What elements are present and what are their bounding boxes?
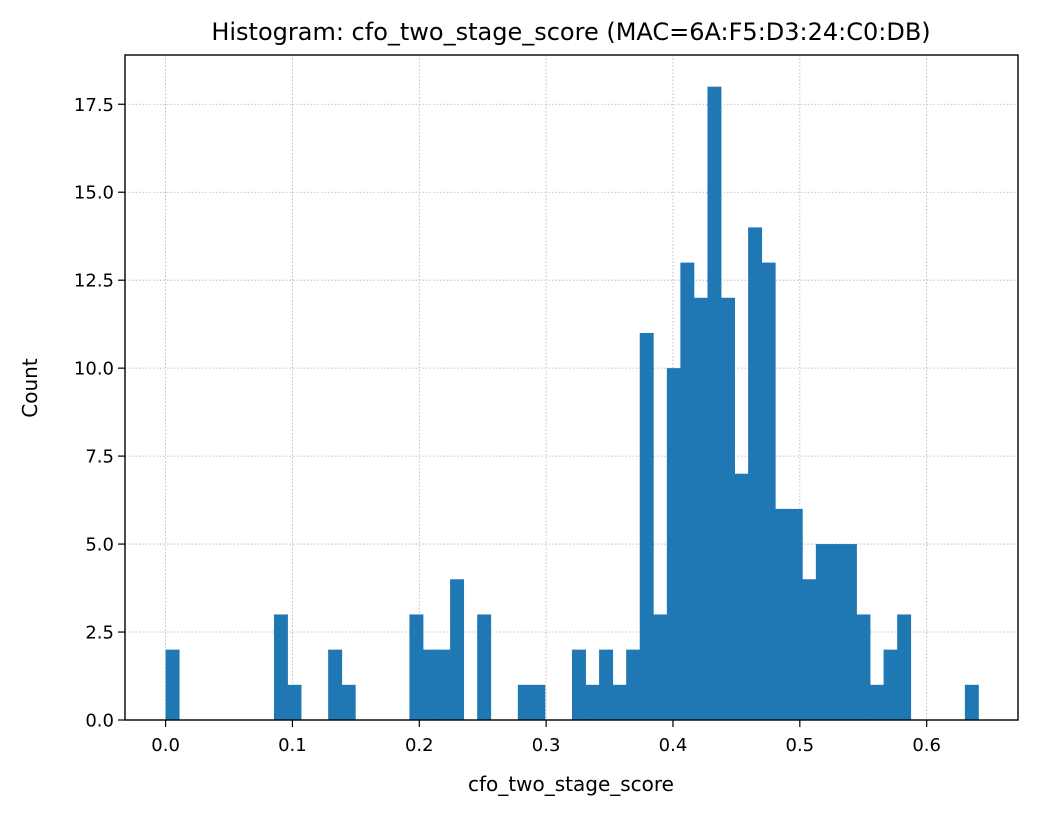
histogram-bar <box>409 614 424 720</box>
x-axis-label: cfo_two_stage_score <box>468 772 674 796</box>
histogram-bar <box>693 297 708 720</box>
y-axis-ticks: 0.0 2.5 5.0 7.5 10.0 12.5 15.0 17.5 <box>74 95 125 732</box>
histogram-bar <box>842 544 857 720</box>
histogram-bar <box>829 544 844 720</box>
histogram-bar <box>450 579 465 720</box>
y-tick-label: 15.0 <box>74 183 114 204</box>
histogram-bar <box>775 508 790 720</box>
histogram-bars <box>165 86 979 720</box>
y-tick-label: 7.5 <box>85 447 114 468</box>
x-tick-label: 0.1 <box>278 735 307 756</box>
histogram-bar <box>341 684 356 720</box>
x-tick-label: 0.6 <box>912 735 941 756</box>
histogram-bar <box>897 614 912 720</box>
histogram-bar <box>626 649 641 720</box>
grid-lines <box>125 55 1018 721</box>
histogram-bar <box>680 262 695 720</box>
histogram-bar <box>531 684 546 720</box>
histogram-bar <box>802 579 817 720</box>
plot-frame <box>124 54 1019 721</box>
histogram-bar <box>707 86 722 720</box>
histogram-bar <box>734 473 749 720</box>
x-tick-label: 0.3 <box>532 735 561 756</box>
histogram-bar <box>273 614 288 720</box>
histogram-bar <box>287 684 302 720</box>
y-tick-label: 10.0 <box>74 359 114 380</box>
histogram-bar <box>653 614 668 720</box>
histogram-bar <box>422 649 437 720</box>
histogram-bar <box>328 649 343 720</box>
histogram-bar <box>585 684 600 720</box>
x-tick-label: 0.2 <box>405 735 434 756</box>
histogram-bar <box>165 649 180 720</box>
histogram-bar <box>517 684 532 720</box>
y-tick-label: 2.5 <box>85 623 114 644</box>
y-tick-label: 5.0 <box>85 535 114 556</box>
histogram-bar <box>436 649 451 720</box>
histogram-bar <box>815 544 830 720</box>
x-tick-label: 0.4 <box>659 735 688 756</box>
histogram-bar <box>748 227 763 720</box>
histogram-bar <box>572 649 586 720</box>
y-tick-label: 17.5 <box>74 95 114 116</box>
histogram-bar <box>761 262 776 720</box>
histogram-bar <box>477 614 492 720</box>
x-axis-ticks: 0.0 0.1 0.2 0.3 0.4 0.5 0.6 <box>151 720 941 756</box>
x-tick-label: 0.5 <box>786 735 815 756</box>
histogram-bar <box>856 614 871 720</box>
histogram-bar <box>964 684 979 720</box>
histogram-bar <box>666 368 681 720</box>
histogram-bar <box>788 508 803 720</box>
y-axis-label: Count <box>18 358 42 418</box>
y-tick-label: 12.5 <box>74 271 114 292</box>
histogram-bar <box>721 297 735 720</box>
x-tick-label: 0.0 <box>151 735 180 756</box>
y-tick-label: 0.0 <box>85 711 114 732</box>
histogram-bar <box>599 649 614 720</box>
histogram-bar <box>883 649 898 720</box>
chart-title: Histogram: cfo_two_stage_score (MAC=6A:F… <box>211 18 930 46</box>
histogram-bar <box>870 684 884 720</box>
histogram-bar <box>639 332 654 720</box>
histogram-bar <box>612 684 627 720</box>
